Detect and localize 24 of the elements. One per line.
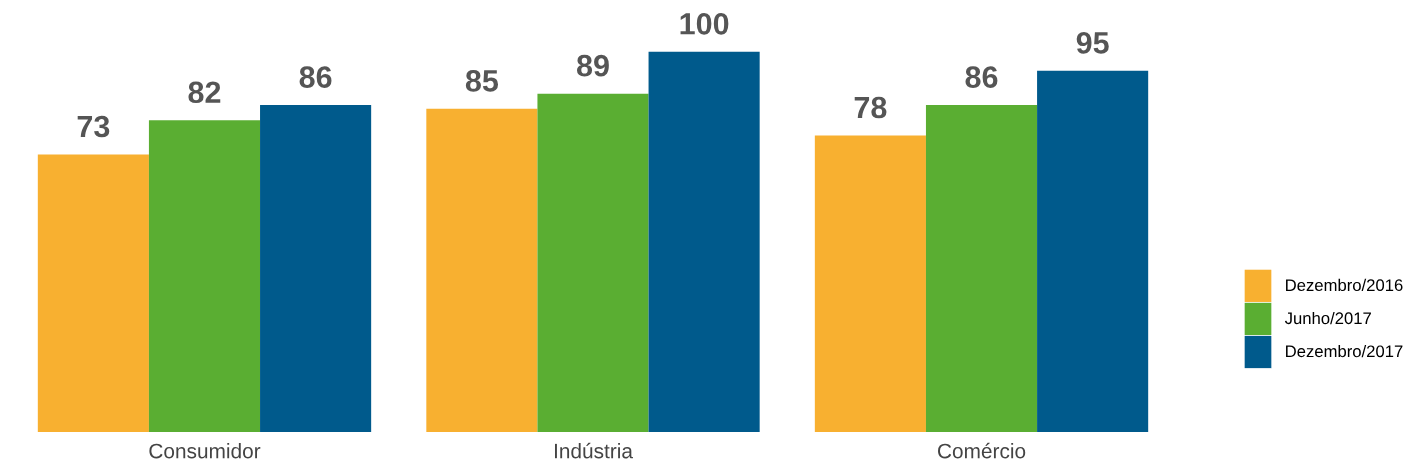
x-tick-label: Consumidor: [149, 443, 261, 459]
bar: [537, 93, 649, 432]
data-label: 89: [576, 54, 609, 77]
x-tick-label: Indústria: [554, 442, 633, 459]
legend-label: Junho/2017: [1284, 311, 1371, 325]
bar: [37, 154, 149, 432]
bar: [260, 105, 372, 432]
data-label: 86: [965, 66, 998, 88]
data-label: 78: [854, 96, 887, 119]
bar: [925, 105, 1038, 432]
bar: [1037, 70, 1149, 432]
legend-label: Dezembro/2016: [1286, 278, 1403, 292]
data-label: 86: [299, 66, 332, 88]
data-label: 73: [77, 115, 110, 138]
bar: [814, 135, 926, 432]
data-label: 82: [188, 81, 221, 104]
data-label: 85: [465, 70, 499, 92]
data-label: 95: [1076, 32, 1109, 54]
x-tick-label: Comércio: [938, 442, 1026, 459]
bar: [648, 51, 760, 432]
bar: [148, 120, 261, 432]
data-label: 100: [680, 13, 729, 35]
bar: [426, 108, 538, 432]
legend-label: Dezembro/2017: [1286, 344, 1403, 358]
